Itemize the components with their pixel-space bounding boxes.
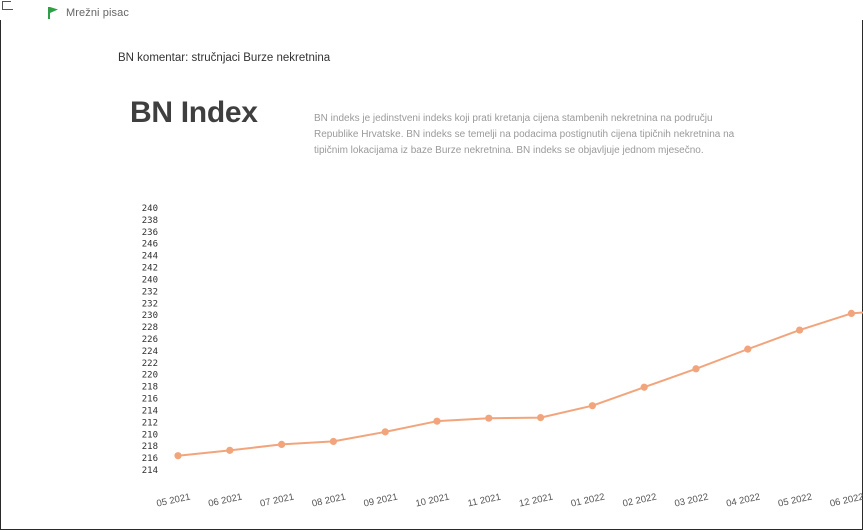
data-point[interactable]: [226, 446, 234, 454]
x-tick-label: 04 2022: [725, 492, 761, 510]
y-tick-label: 224: [142, 347, 158, 357]
y-tick-label: 240: [142, 275, 158, 285]
data-point[interactable]: [640, 383, 648, 391]
y-tick-label: 210: [142, 430, 158, 440]
y-tick-label: 216: [142, 395, 158, 405]
data-point[interactable]: [537, 414, 545, 422]
x-tick-label: 11 2021: [467, 492, 502, 510]
description-line: tipičnim lokacijama iz baze Burze nekret…: [314, 145, 704, 156]
y-tick-label: 236: [142, 228, 158, 238]
series-line: [177, 311, 863, 457]
index-description: BN indeks je jedinstveni indeks koji pra…: [314, 111, 862, 159]
y-tick-label: 240: [142, 204, 158, 214]
author-name: Mrežni pisac: [66, 7, 129, 19]
y-tick-label: 212: [142, 418, 158, 428]
y-tick-label: 228: [142, 323, 158, 333]
y-tick-label: 242: [142, 264, 158, 274]
x-tick-label: 08 2021: [311, 492, 347, 510]
y-tick-label: 230: [142, 311, 158, 321]
data-point[interactable]: [588, 402, 597, 410]
x-tick-label: 09 2021: [363, 492, 399, 510]
author-byline[interactable]: Mrežni pisac: [48, 6, 129, 20]
x-tick-label: 05 2022: [777, 492, 813, 510]
data-point[interactable]: [381, 428, 389, 436]
data-point[interactable]: [847, 309, 856, 317]
y-tick-label: 232: [142, 287, 158, 297]
x-tick-label: 05 2021: [156, 492, 192, 510]
y-tick-label: 222: [142, 359, 158, 369]
y-tick-label: 232: [142, 299, 158, 309]
y-tick-label: 216: [142, 454, 158, 464]
data-point[interactable]: [278, 440, 286, 448]
y-tick-label: 218: [142, 383, 158, 393]
x-tick-label: 10 2021: [415, 492, 451, 510]
y-tick-label: 214: [142, 466, 158, 476]
data-point[interactable]: [744, 345, 752, 353]
x-tick-label: 06 2022: [829, 492, 863, 510]
data-point[interactable]: [174, 452, 182, 460]
data-point[interactable]: [692, 365, 700, 373]
index-title: BN Index: [130, 96, 258, 129]
description-line: BN indeks je jedinstveni indeks koji pra…: [314, 113, 713, 124]
x-tick-label: 01 2022: [570, 492, 606, 510]
y-tick-label: 226: [142, 335, 158, 345]
x-tick-label: 07 2021: [259, 492, 295, 510]
y-tick-label: 238: [142, 216, 158, 226]
x-tick-label: 12 2021: [518, 492, 554, 510]
description-line: Republike Hrvatske. BN indeks se temelji…: [314, 129, 735, 140]
x-tick-label: 03 2022: [674, 492, 710, 510]
y-tick-label: 218: [142, 442, 158, 452]
corner-bracket-icon: [2, 1, 13, 10]
y-tick-label: 214: [142, 406, 158, 416]
page-subtitle: BN komentar: stručnjaci Burze nekretnina: [118, 52, 331, 64]
y-tick-label: 246: [142, 240, 158, 250]
data-point[interactable]: [433, 417, 441, 425]
x-tick-label: 06 2021: [207, 492, 243, 510]
data-point[interactable]: [329, 437, 337, 446]
flag-icon: [48, 7, 58, 19]
data-point[interactable]: [485, 414, 493, 422]
x-tick-label: 02 2022: [622, 492, 658, 510]
top-strip: Mrežni pisac: [0, 0, 863, 20]
y-tick-label: 220: [142, 371, 158, 381]
data-point[interactable]: [796, 326, 804, 334]
y-tick-label: 244: [142, 252, 158, 262]
